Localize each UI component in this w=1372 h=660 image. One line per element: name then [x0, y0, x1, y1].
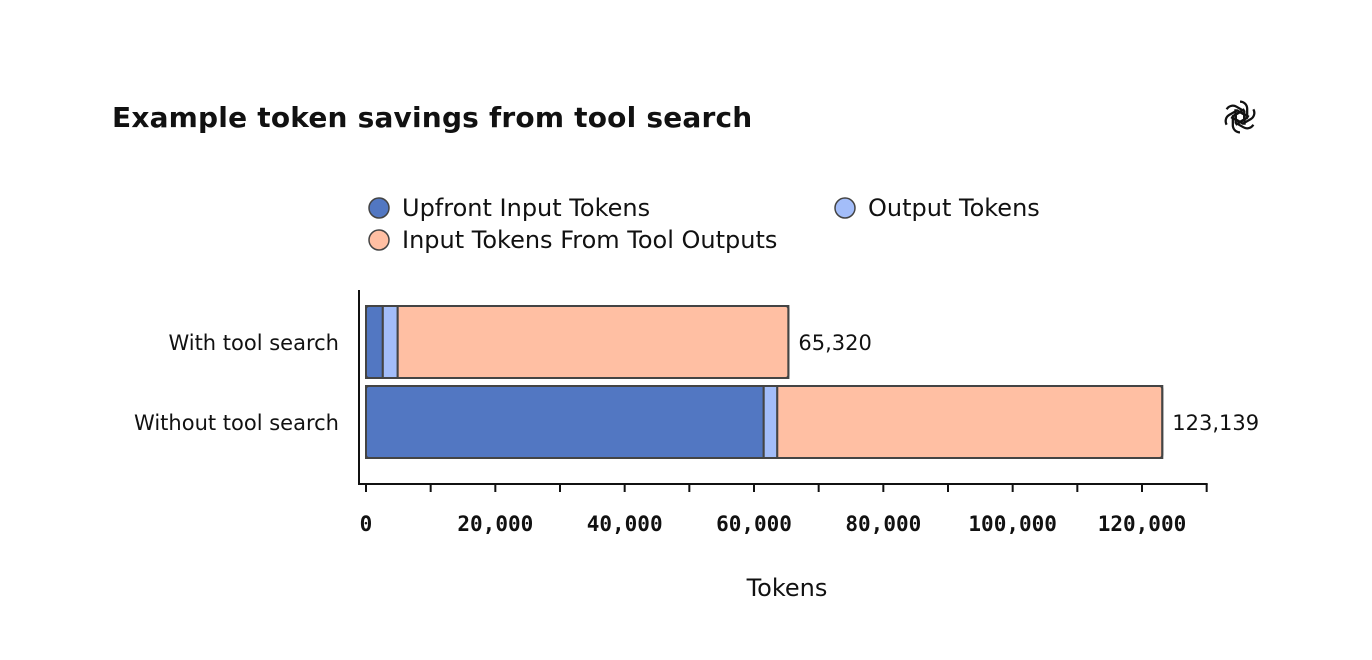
x-tick-label: 20,000: [457, 512, 533, 536]
category-label: Without tool search: [134, 411, 339, 435]
bar-segment: [365, 305, 384, 379]
chart-title: Example token savings from tool search: [112, 101, 753, 134]
openai-logo-icon: [1221, 100, 1259, 134]
bar-outline: [365, 385, 1164, 459]
x-tick-label: 0: [360, 512, 373, 536]
x-tick-label: 60,000: [716, 512, 792, 536]
legend-label: Upfront Input Tokens: [402, 194, 650, 222]
axes: 0 20,000 40,000 60,000 80,000 100,000 120,000 T…: [358, 290, 1208, 602]
bar-outline: [365, 305, 790, 379]
legend-label: Input Tokens From Tool Outputs: [402, 226, 777, 254]
bar-segment: [396, 305, 790, 379]
x-axis-label: Tokens: [746, 574, 828, 602]
bars: With tool search 65,320 Without tool searc…: [134, 305, 1259, 459]
x-tick-label: 40,000: [587, 512, 663, 536]
bar-segment: [381, 305, 399, 379]
x-tick-label: 100,000: [968, 512, 1057, 536]
total-label: 65,320: [798, 331, 871, 355]
legend-marker: [834, 197, 856, 219]
legend-marker: [368, 229, 390, 251]
legend-label: Output Tokens: [868, 194, 1040, 222]
total-label: 123,139: [1172, 411, 1259, 435]
legend-marker: [368, 197, 390, 219]
bar-segment: [776, 385, 1164, 459]
bar-segment: [762, 385, 779, 459]
x-tick-label: 80,000: [845, 512, 921, 536]
x-tick-label: 120,000: [1098, 512, 1187, 536]
bar-segment: [365, 385, 765, 459]
category-label: With tool search: [168, 331, 339, 355]
legend: Upfront Input Tokens Output Tokens Input T…: [368, 194, 1040, 254]
